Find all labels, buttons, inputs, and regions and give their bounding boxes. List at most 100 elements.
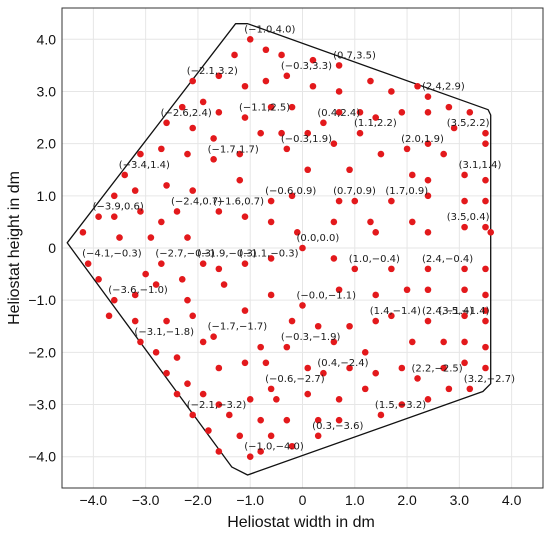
heliostat-point [388,88,395,95]
heliostat-point [461,197,468,205]
heliostat-point [215,401,223,408]
heliostat-point [414,375,421,382]
plot-frame [61,7,544,489]
heliostat-point [466,109,474,116]
x-tick-labels: −4.0 −3.0 −2.0 −1.0 0 1.0 2.0 3.0 4.0 [80,492,522,508]
heliostat-point [178,103,186,111]
heliostat-point [267,291,275,299]
heliostat-point [110,296,118,304]
heliostat-point [335,286,343,294]
point-label: (0.7,0.9) [333,186,376,197]
heliostat-point [351,197,359,205]
heliostat-point [184,234,191,241]
point-label: (2.4,−0.4) [422,254,473,265]
heliostat-points [79,36,495,460]
heliostat-point [388,197,395,205]
heliostat-point [335,88,343,95]
heliostat-point [267,255,275,262]
heliostat-point [346,364,353,372]
heliostat-point [231,51,238,59]
heliostat-point [309,82,317,90]
heliostat-point [147,234,155,241]
point-label: (1.0,−0.4) [349,254,400,265]
heliostat-point [424,192,432,200]
point-label: (−1.0,4.0) [244,24,295,35]
heliostat-point [482,129,489,137]
heliostat-point [215,109,223,116]
heliostat-point [137,208,144,215]
heliostat-point [158,260,165,267]
point-label: (−3.9,0.6) [93,202,144,213]
heliostat-point [372,291,379,299]
heliostat-point [398,109,406,116]
heliostat-point [482,223,489,231]
heliostat-point [377,411,385,419]
x-tick-label: 3.0 [450,492,470,508]
heliostat-point [320,369,327,377]
heliostat-point [241,307,249,314]
heliostat-point [246,36,254,43]
point-label: (−1.1,−0.3) [239,249,299,260]
heliostat-point [330,218,338,226]
heliostat-point [215,364,223,372]
heliostat-point [482,343,489,351]
point-label: (−0.3,3.3) [281,61,332,72]
heliostat-point [79,229,87,236]
heliostat-point [241,114,249,121]
heliostat-point [445,103,453,111]
heliostat-point [346,166,353,174]
x-tick-label: 4.0 [502,492,522,508]
heliostat-point [257,129,264,137]
heliostat-point [241,82,249,90]
heliostat-point [95,213,102,220]
heliostat-point [482,197,489,205]
heliostat-point [283,145,291,153]
point-label: (−0.3,1.9) [281,134,332,145]
heliostat-point [288,442,296,450]
heliostat-point [304,129,312,137]
heliostat-point [278,51,285,59]
heliostat-point [210,135,217,142]
point-label: (2.4,2.9) [422,82,465,93]
heliostat-point [320,119,327,127]
heliostat-point [267,432,275,440]
y-tick-label: −2.0 [28,344,56,360]
point-label: (1.7,0.9) [385,186,428,197]
heliostat-point [424,229,432,236]
y-tick-label: −4.0 [28,449,56,465]
heliostat-point [163,369,170,377]
heliostat-point [346,322,353,330]
heliostat-point [377,150,385,158]
point-label: (−1.0,−4.0) [244,442,304,453]
point-label: (1.5,−3.2) [375,400,426,411]
heliostat-point [95,276,102,283]
heliostat-point [408,218,416,226]
heliostat-point [482,291,489,299]
heliostat-point [246,453,254,460]
heliostat-point [110,213,118,220]
heliostat-point [116,234,123,241]
point-label: (−1.9,−0.3) [197,249,257,260]
heliostat-point [461,265,468,273]
heliostat-point [309,56,317,64]
x-tick-label: −4.0 [80,492,108,508]
heliostat-outline [66,23,492,476]
heliostat-point [424,286,432,294]
heliostat-point [288,317,296,325]
point-coordinate-labels: (−1.0,4.0) (0.7,3.5)(−0.3,3.3) (2.4,2.9) (−… [82,24,515,452]
x-axis-label: Heliostat width in dm [227,514,375,531]
heliostat-point [304,364,312,372]
heliostat-point [84,260,92,267]
heliostat-point [335,62,343,69]
heliostat-point [461,359,468,367]
heliostat-point [356,109,364,116]
heliostat-point [304,166,312,174]
x-tick-label: 1.0 [345,492,365,508]
y-tick-label: 0 [48,240,56,256]
heliostat-point [262,46,270,54]
heliostat-point [482,176,489,184]
heliostat-point [236,432,244,440]
heliostat-point [424,265,432,273]
heliostat-point [236,150,244,158]
